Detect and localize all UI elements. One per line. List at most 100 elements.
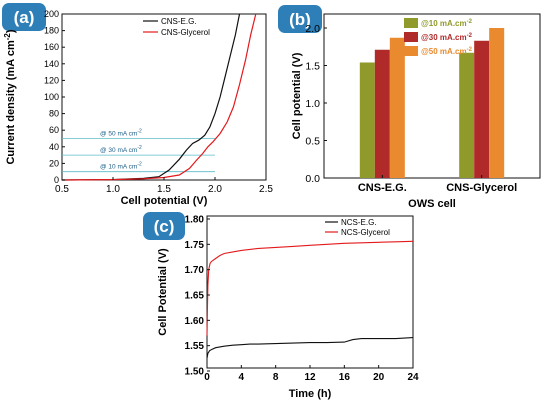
legend-swatch-1 xyxy=(404,18,418,28)
y-tick-label: 140 xyxy=(44,59,59,69)
panel-c-x-axis-label: Time (h) xyxy=(289,388,332,400)
annotation-label-sup: -2 xyxy=(137,129,142,135)
annotation-label-50: @ 50 mA cm-2 xyxy=(100,129,142,138)
legend-label-text: @50 mA.cm xyxy=(421,47,467,56)
bar-cns-e-g-2 xyxy=(374,49,390,178)
annotation-label-text: @ 10 mA cm xyxy=(100,164,137,171)
y-tick-label: 1.65 xyxy=(185,291,205,302)
y-tick-label: 20 xyxy=(49,158,59,168)
x-tick-label: 0.5 xyxy=(55,184,69,195)
y-tick-label: 80 xyxy=(49,109,59,119)
legend-label-cns-eg: CNS-E.G. xyxy=(161,17,197,26)
y-tick-label: 1.50 xyxy=(185,367,205,378)
panel-b-x-axis-label: OWS cell xyxy=(408,198,456,210)
legend-label-3: @50 mA.cm-2 xyxy=(421,47,473,56)
panel-b: (b) 0.0 0.5 1.0 1.5 2.0 CNS-E.G. CNS-Glycerol… xyxy=(278,5,541,210)
legend-label-ncs-glycerol: NCS-Glycerol xyxy=(341,228,390,237)
bar-cns-e-g-1 xyxy=(359,62,375,178)
y-tick-label: 200 xyxy=(44,9,59,19)
annotation-label-10: @ 10 mA cm-2 xyxy=(100,162,142,171)
y-tick-label: 100 xyxy=(44,92,59,102)
annotation-label-sup: -2 xyxy=(137,162,142,168)
panel-c-legend: NCS-E.G. NCS-Glycerol xyxy=(325,218,390,237)
y-tick-label: 60 xyxy=(49,125,59,135)
y-tick-label: 1.55 xyxy=(185,341,205,352)
panel-c-y-ticks: 1.50 1.55 1.60 1.65 1.70 1.75 1.80 xyxy=(185,215,210,378)
panel-a-badge-label: (a) xyxy=(14,8,35,27)
panel-a-annotations: @ 50 mA cm-2@ 30 mA cm-2@ 10 mA cm-2 xyxy=(62,129,215,173)
x-tick-label: 1.0 xyxy=(106,184,120,195)
x-tick-label: 1.5 xyxy=(157,184,171,195)
legend-label-ncs-eg: NCS-E.G. xyxy=(341,218,377,227)
legend-label-text: @30 mA.cm xyxy=(421,33,467,42)
y-tick-label: 1.75 xyxy=(185,240,205,251)
category-label-cns-e-g: CNS-E.G. xyxy=(358,182,407,194)
series-line-ncs-e-g xyxy=(206,337,414,359)
y-tick-label: 1.0 xyxy=(305,98,320,110)
panel-c-y-axis-label: Cell Potential (V) xyxy=(157,248,169,336)
bar-cns-glycerol-1 xyxy=(459,52,475,178)
legend-label-sup: -2 xyxy=(467,33,473,39)
legend-label-sup: -2 xyxy=(467,19,473,25)
panel-c-series xyxy=(206,240,414,359)
x-tick-label: 16 xyxy=(339,372,351,383)
panel-a-legend: CNS-E.G. CNS-Glycerol xyxy=(143,17,210,37)
annotation-label-text: @ 30 mA cm xyxy=(100,147,137,154)
panel-a-series xyxy=(61,13,257,181)
panel-b-plot-frame xyxy=(323,13,541,179)
y-tick-label: 0.0 xyxy=(305,173,320,185)
y-tick-label: 120 xyxy=(44,75,59,85)
panel-c-badge: (c) xyxy=(143,212,185,240)
x-tick-label: 0 xyxy=(204,372,210,383)
panel-b-badge: (b) xyxy=(278,5,322,33)
panel-a-badge-bg xyxy=(2,3,46,31)
panel-c: (c) 0 4 8 12 16 20 24 1.50 1.55 1.60 1.65 1.70 1.75… xyxy=(143,212,419,400)
panel-b-badge-bg xyxy=(278,5,322,33)
x-tick-label: 24 xyxy=(407,372,419,383)
x-tick-label: 4 xyxy=(239,372,245,383)
panel-a-y-ticks: 0 20 40 60 80 100 120 140 160 180 200 xyxy=(44,9,65,185)
panel-a-y-axis-label-sup: -2 xyxy=(3,33,12,41)
y-tick-label: 1.5 xyxy=(305,61,320,73)
panel-a-badge: (a) xyxy=(2,3,46,31)
y-tick-label: 1.80 xyxy=(185,215,205,226)
annotation-label-text: @ 50 mA cm xyxy=(100,131,137,138)
panel-b-bars xyxy=(359,28,505,178)
legend-label-sup: -2 xyxy=(467,47,473,53)
panel-a-y-axis-label-close: ) xyxy=(5,29,17,33)
x-tick-label: 12 xyxy=(304,372,316,383)
legend-swatch-2 xyxy=(404,32,418,42)
panel-a-x-axis-label: Cell potential (V) xyxy=(121,195,208,207)
panel-a: (a) @ 50 mA cm-2@ 30 mA cm-2@ 10 mA cm-2… xyxy=(2,3,273,207)
y-tick-label: 2.0 xyxy=(305,23,320,35)
bar-cns-glycerol-3 xyxy=(489,28,505,178)
x-tick-label: 8 xyxy=(273,372,279,383)
legend-label-2: @30 mA.cm-2 xyxy=(421,33,473,42)
y-tick-label: 40 xyxy=(49,142,59,152)
annotation-label-30: @ 30 mA cm-2 xyxy=(100,145,142,154)
panel-b-badge-label: (b) xyxy=(289,10,311,29)
y-tick-label: 0.5 xyxy=(305,136,320,148)
y-tick-label: 0 xyxy=(54,175,59,185)
series-line-ncs-glycerol xyxy=(206,240,414,336)
annotation-label-sup: -2 xyxy=(137,145,142,151)
panel-b-category-labels: CNS-E.G. CNS-Glycerol xyxy=(358,175,517,194)
panel-b-y-ticks: 0.0 0.5 1.0 1.5 2.0 xyxy=(305,23,327,185)
y-tick-label: 180 xyxy=(44,26,59,36)
panel-b-legend: @10 mA.cm-2@30 mA.cm-2@50 mA.cm-2 xyxy=(404,18,473,56)
y-tick-label: 1.60 xyxy=(185,316,205,327)
legend-label-cns-glycerol: CNS-Glycerol xyxy=(161,28,210,37)
bar-cns-e-g-3 xyxy=(389,37,405,178)
panel-a-y-axis-label-main: Current density (mA cm xyxy=(5,40,17,165)
x-tick-label: 2.5 xyxy=(259,184,273,195)
x-tick-label: 20 xyxy=(373,372,385,383)
y-tick-label: 1.70 xyxy=(185,265,205,276)
series-line-cns-e-g xyxy=(61,13,241,181)
legend-label-text: @10 mA.cm xyxy=(421,19,467,28)
panel-a-y-axis-label: Current density (mA cm-2) xyxy=(3,29,17,164)
x-tick-label: 2.0 xyxy=(208,184,222,195)
series-line-cns-glycerol xyxy=(61,13,257,181)
panel-c-x-ticks: 0 4 8 12 16 20 24 xyxy=(204,365,419,383)
panel-b-y-axis-label: Cell potential (V) xyxy=(291,52,303,139)
